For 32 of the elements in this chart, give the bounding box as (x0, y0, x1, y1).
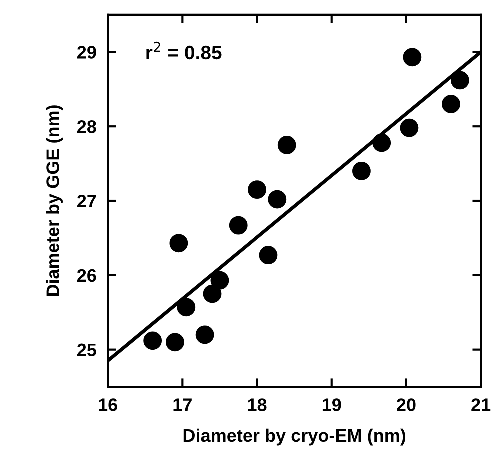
x-tick-label: 20 (397, 398, 416, 412)
point (403, 48, 422, 67)
y-tick-label: 28 (78, 120, 96, 134)
point (144, 332, 162, 350)
y-tick-label: 25 (78, 344, 96, 357)
x-tick-label: 19 (322, 398, 342, 412)
point (400, 118, 419, 138)
x-tick-label: 16 (99, 398, 118, 412)
x-tick-label: 17 (174, 398, 192, 412)
point (278, 136, 296, 154)
x-tick-label: 18 (248, 398, 267, 412)
point (170, 234, 188, 253)
point (450, 71, 470, 90)
point (372, 134, 392, 152)
point (259, 246, 278, 265)
y-axis-title: Diameter by GGE (nm) (46, 106, 63, 296)
point (196, 326, 214, 344)
point (210, 271, 230, 290)
y-tick-label: 29 (78, 46, 96, 59)
x-tick-label: 21 (472, 398, 491, 412)
y-tick-label: 27 (78, 194, 96, 208)
point (442, 95, 460, 114)
point (268, 190, 287, 209)
point (177, 298, 196, 317)
y-tick-label: 26 (78, 269, 96, 282)
annotation: r$^{2}$ = 0.85 (146, 42, 222, 60)
point (248, 180, 266, 200)
point (166, 333, 184, 352)
point (352, 162, 371, 180)
point (229, 216, 248, 235)
point (203, 284, 222, 304)
x-axis-title: Diameter by cryo-EM (nm) (184, 428, 406, 446)
